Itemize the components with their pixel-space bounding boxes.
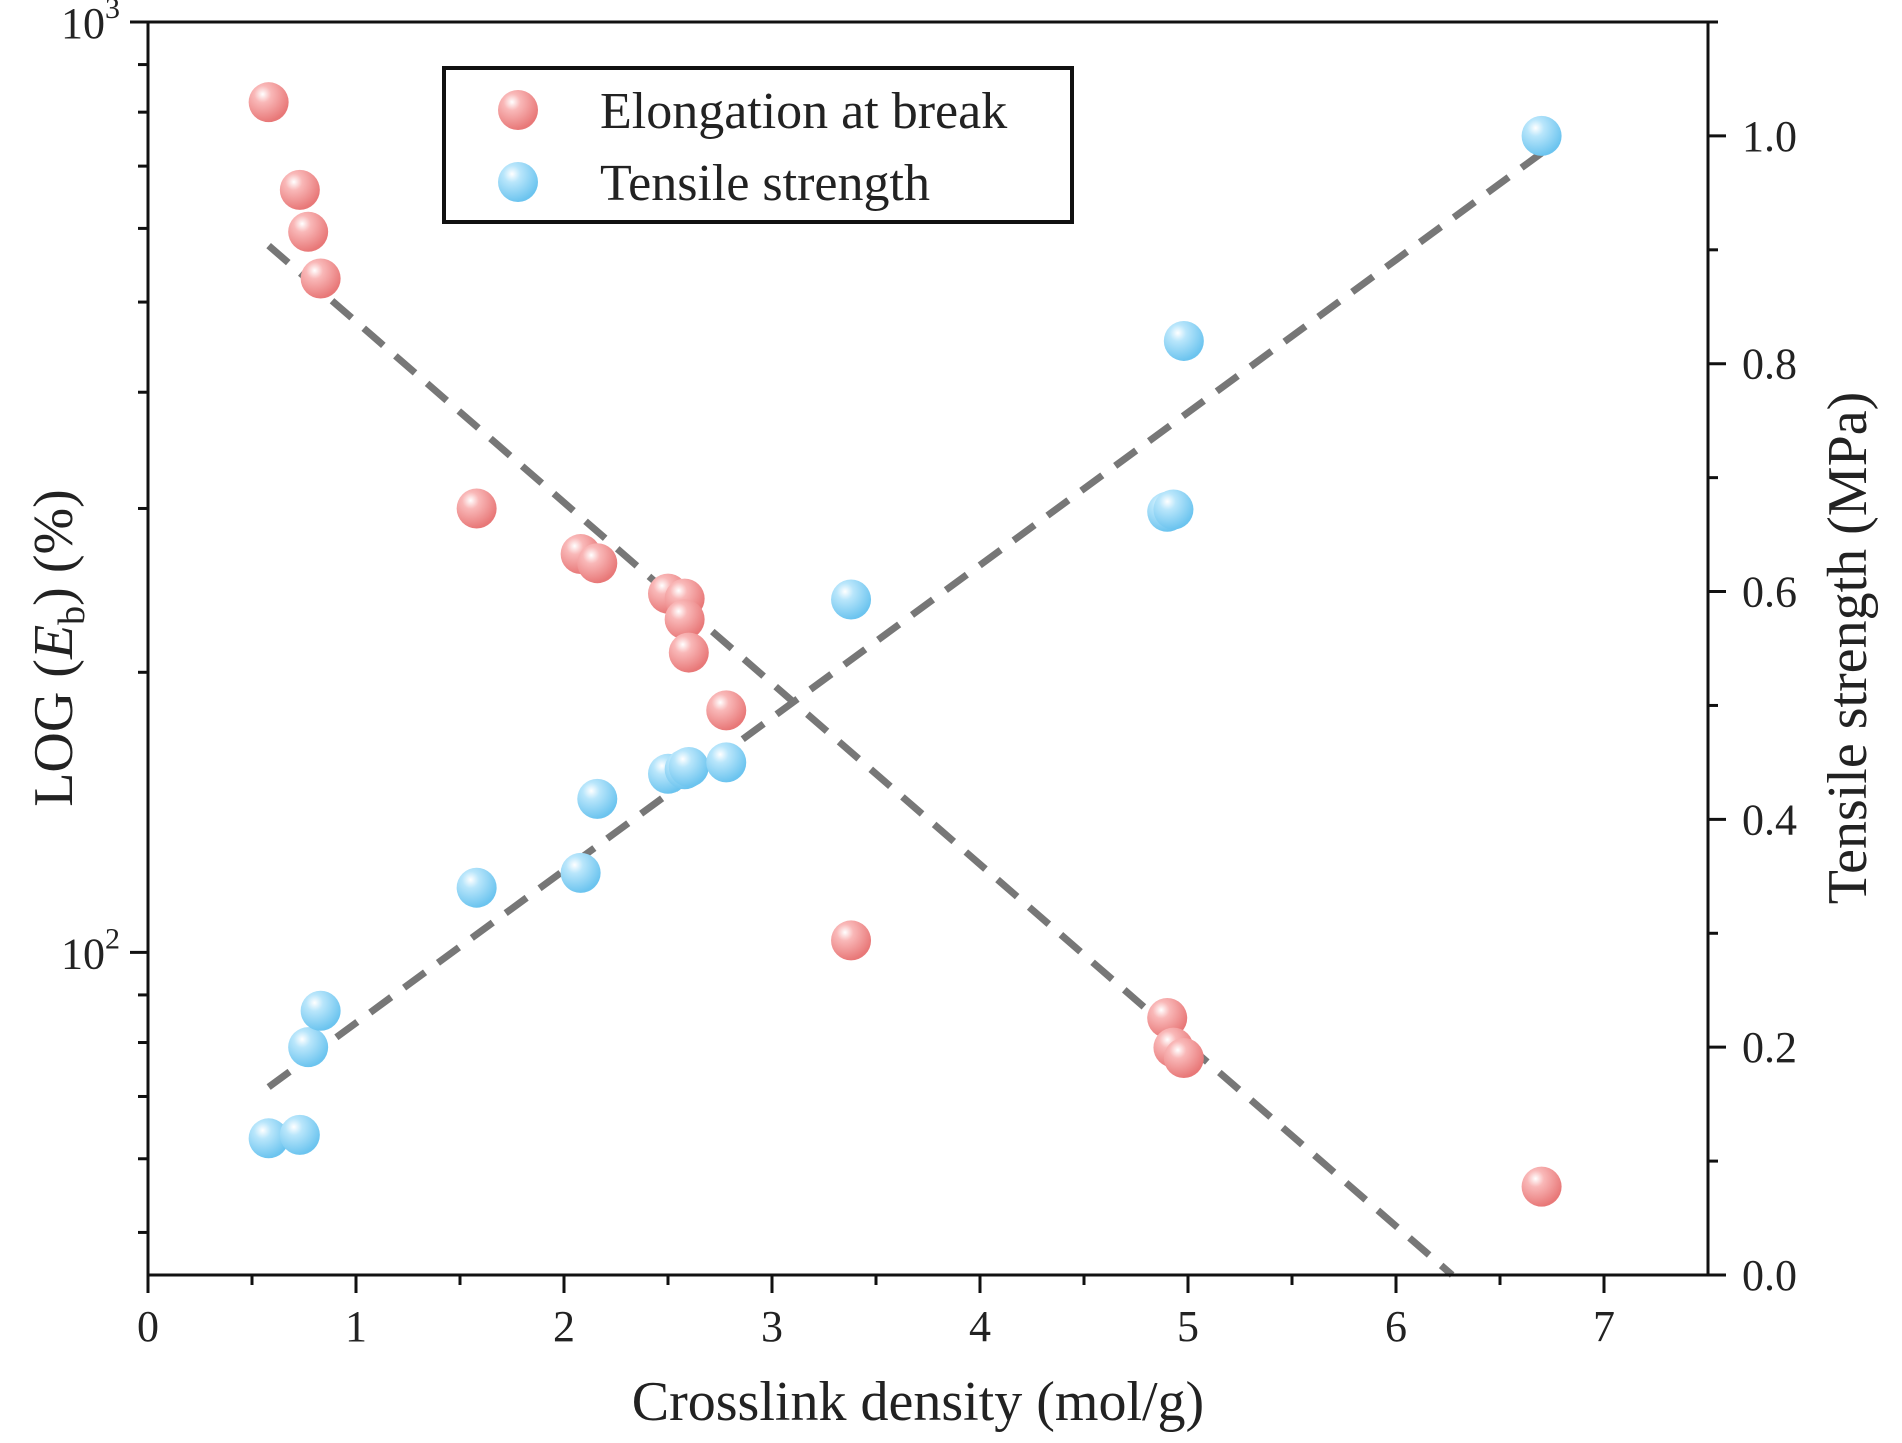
- tensile-point: [577, 778, 618, 819]
- elongation-point: [1163, 1037, 1204, 1078]
- x-tick-label: 2: [553, 1302, 575, 1351]
- x-tick-label: 4: [969, 1302, 991, 1351]
- x-tick-label: 1: [345, 1302, 367, 1351]
- tensile-point: [706, 742, 747, 783]
- tensile-point: [831, 579, 872, 620]
- elongation-point: [279, 169, 320, 210]
- tensile-point: [560, 852, 601, 893]
- y-right-tick-label: 0.2: [1742, 1023, 1797, 1072]
- plot-frame: [146, 20, 1710, 1277]
- elongation-point: [248, 82, 289, 123]
- tensile-point: [248, 1118, 289, 1159]
- y-right-tick-label: 1.0: [1742, 112, 1797, 161]
- legend-label-tensile: Tensile strength: [600, 155, 930, 212]
- tensile-point: [288, 1027, 329, 1068]
- x-tick-label: 0: [137, 1302, 159, 1351]
- tensile-point: [1153, 489, 1194, 530]
- fit-line-left: [266, 242, 1455, 1278]
- data-points: [248, 82, 1562, 1207]
- elongation-point: [1521, 1166, 1562, 1207]
- legend-box: [442, 66, 1074, 224]
- legend: Elongation at break Tensile strength: [442, 66, 1074, 224]
- y-right-tick-label: 0.8: [1742, 340, 1797, 389]
- elongation-point: [668, 632, 709, 673]
- x-tick-label: 5: [1177, 1302, 1199, 1351]
- legend-marker-elongation: [498, 90, 538, 130]
- legend-label-elongation: Elongation at break: [600, 83, 1007, 140]
- elongation-point: [300, 258, 341, 299]
- y-right-tick-label: 0.4: [1742, 795, 1797, 844]
- y-right-tick-label: 0.6: [1742, 568, 1797, 617]
- tensile-point: [456, 867, 497, 908]
- legend-marker-tensile: [498, 162, 538, 202]
- fit-line-right: [266, 150, 1544, 1090]
- y-right-tick-label: 0.0: [1742, 1251, 1797, 1300]
- y-left-tick-label: 103: [61, 0, 120, 48]
- elongation-point: [664, 599, 705, 640]
- x-tick-label: 3: [761, 1302, 783, 1351]
- elongation-point: [706, 690, 747, 731]
- y-right-axis-title: Tensile strength (MPa): [1817, 392, 1879, 904]
- y-left-tick-label: 102: [61, 922, 120, 978]
- elongation-point: [577, 543, 618, 584]
- axis-ticks: 0 1 2 3 4 5 6 7 102 103 0.0 0.2 0.4 0.6 0.8 1.0: [61, 0, 1797, 1351]
- y-left-axis-title: LOG (Eb) (%): [23, 489, 93, 807]
- x-axis-title: Crosslink density (mol/g): [632, 1371, 1204, 1433]
- tensile-point: [1521, 115, 1562, 156]
- elongation-point: [831, 920, 872, 961]
- x-tick-label: 6: [1385, 1302, 1407, 1351]
- tensile-point: [1163, 320, 1204, 361]
- elongation-point: [456, 488, 497, 529]
- x-tick-label: 7: [1593, 1302, 1615, 1351]
- elongation-point: [288, 211, 329, 252]
- fit-lines: [266, 150, 1544, 1278]
- tensile-point: [279, 1114, 320, 1155]
- tensile-point: [300, 990, 341, 1031]
- tensile-point: [668, 746, 709, 787]
